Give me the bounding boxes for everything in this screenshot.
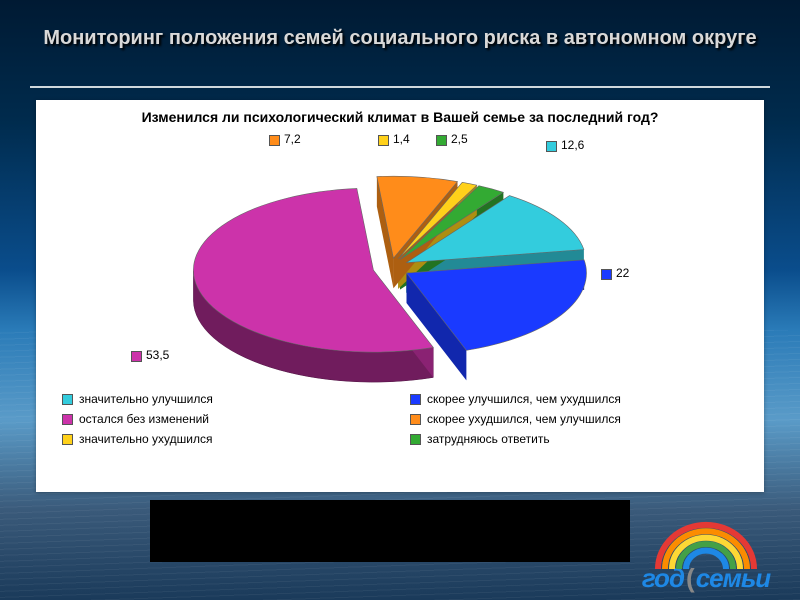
data-label-marker (436, 135, 447, 146)
legend-swatch (62, 414, 73, 425)
legend-swatch (410, 414, 421, 425)
legend-label: значительно ухудшился (79, 432, 212, 446)
data-label-value: 2,5 (451, 132, 468, 146)
legend-label: остался без изменений (79, 412, 209, 426)
legend-swatch (62, 394, 73, 405)
legend-label: значительно улучшился (79, 392, 213, 406)
pie-data-label: 53,5 (131, 348, 169, 362)
legend-item: значительно улучшился (62, 392, 390, 406)
pie-data-label: 22 (601, 266, 629, 280)
shadow-strip (150, 500, 630, 562)
logo: год(семьи (626, 519, 786, 594)
rainbow-icon (636, 519, 776, 569)
pie-data-label: 7,2 (269, 132, 301, 146)
pie-data-label: 12,6 (546, 138, 584, 152)
legend-label: затрудняюсь ответить (427, 432, 550, 446)
data-label-marker (378, 135, 389, 146)
legend-item: остался без изменений (62, 412, 390, 426)
data-label-value: 53,5 (146, 348, 169, 362)
data-label-value: 7,2 (284, 132, 301, 146)
data-label-value: 12,6 (561, 138, 584, 152)
chart-title: Изменился ли психологический климат в Ва… (36, 100, 764, 128)
title-rule (30, 86, 770, 88)
data-label-value: 22 (616, 266, 629, 280)
legend-swatch (62, 434, 73, 445)
pie-data-label: 1,4 (378, 132, 410, 146)
slide-title: Мониторинг положения семей социального р… (40, 26, 760, 51)
pie-data-label: 2,5 (436, 132, 468, 146)
legend: значительно улучшился скорее улучшился, ч… (36, 388, 764, 456)
legend-item: скорее улучшился, чем ухудшился (410, 392, 738, 406)
legend-label: скорее ухудшился, чем улучшился (427, 412, 621, 426)
chart-card: Изменился ли психологический климат в Ва… (36, 100, 764, 492)
legend-item: значительно ухудшился (62, 432, 390, 446)
legend-item: скорее ухудшился, чем улучшился (410, 412, 738, 426)
data-label-marker (131, 351, 142, 362)
data-label-value: 1,4 (393, 132, 410, 146)
legend-label: скорее улучшился, чем ухудшился (427, 392, 621, 406)
data-label-marker (269, 135, 280, 146)
legend-item: затрудняюсь ответить (410, 432, 738, 446)
slide-background: Мониторинг положения семей социального р… (0, 0, 800, 600)
legend-swatch (410, 434, 421, 445)
pie-area: 12,6 22 53,5 7,2 1,4 2,5 (36, 128, 764, 388)
data-label-marker (546, 141, 557, 152)
data-label-marker (601, 269, 612, 280)
legend-swatch (410, 394, 421, 405)
